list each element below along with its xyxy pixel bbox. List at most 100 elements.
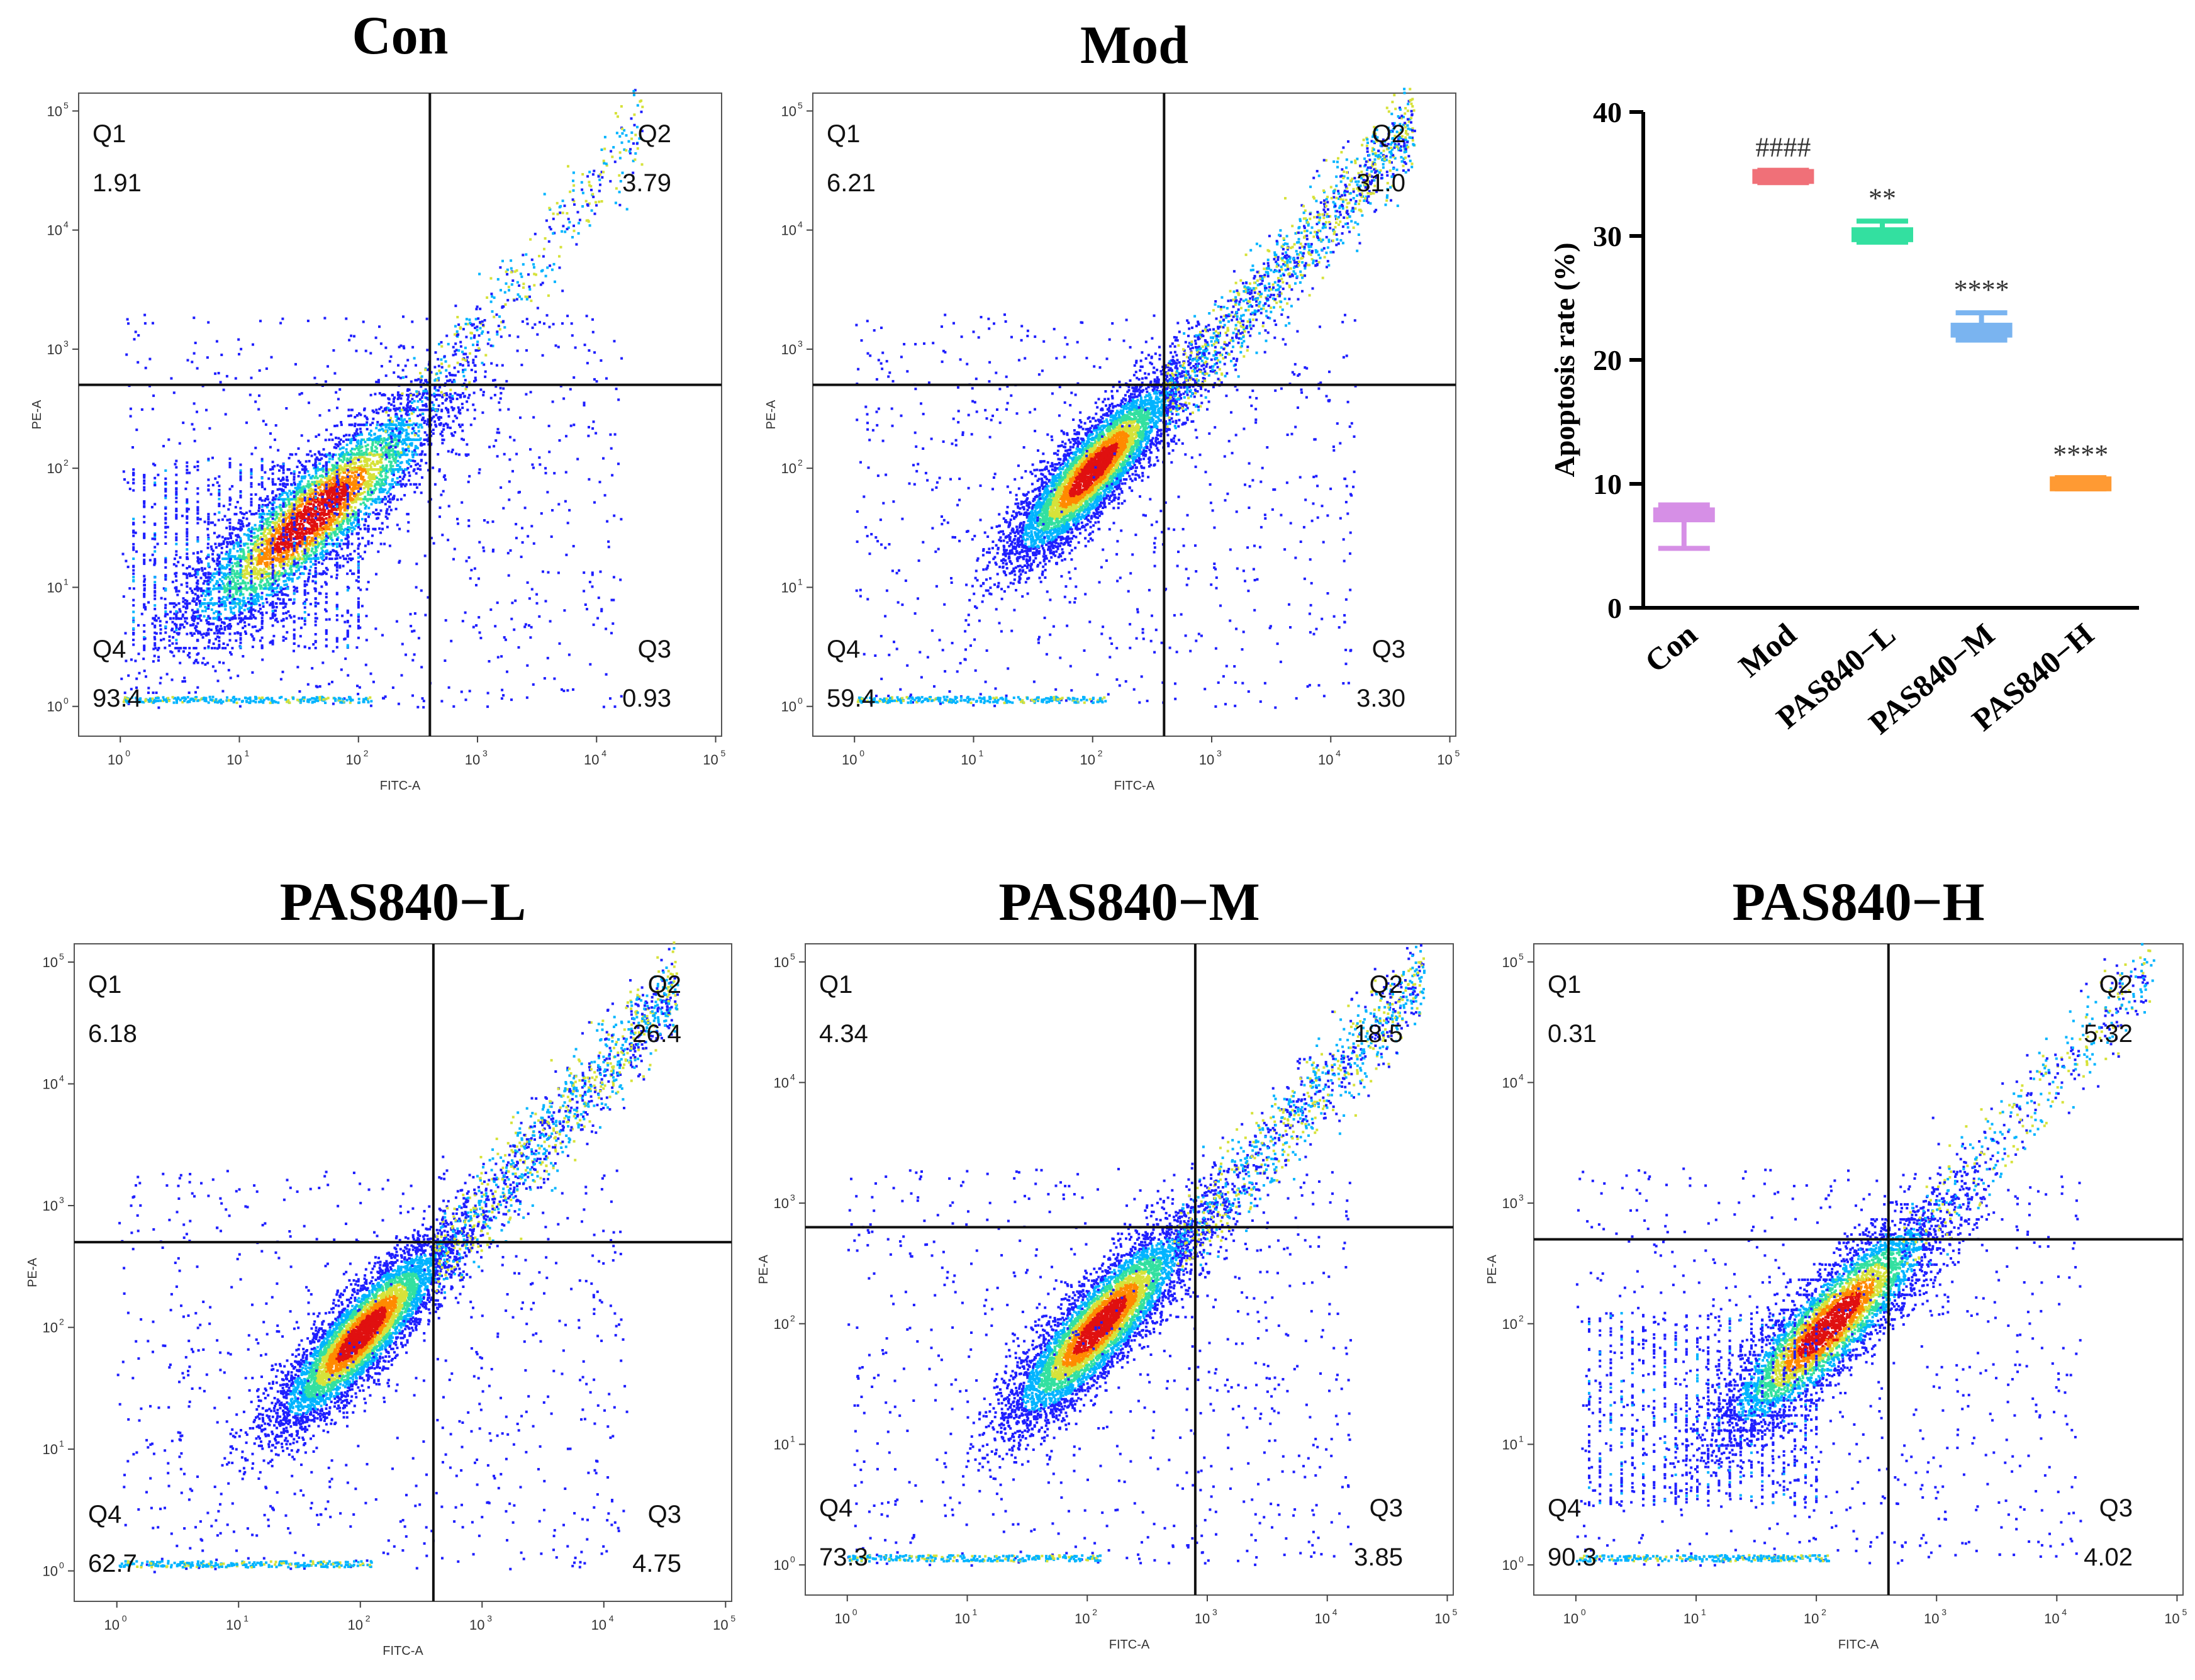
scatter-point	[315, 472, 318, 475]
scatter-point	[217, 614, 220, 617]
scatter-point	[265, 506, 269, 508]
scatter-point	[330, 533, 333, 536]
scatter-point	[373, 450, 376, 452]
scatter-point	[279, 551, 282, 554]
scatter-point	[371, 468, 374, 471]
scatter-point	[342, 501, 345, 505]
scatter-point	[257, 572, 260, 575]
scatter-point	[374, 475, 377, 478]
scatter-point	[211, 574, 214, 577]
scatter-point	[266, 513, 269, 516]
scatter-point	[289, 539, 293, 542]
scatter-point	[340, 539, 343, 542]
scatter-point	[233, 513, 237, 516]
scatter-point	[317, 503, 320, 507]
scatter-point	[340, 492, 343, 495]
scatter-point	[257, 600, 260, 602]
scatter-point	[414, 438, 417, 441]
scatter-point	[283, 561, 286, 564]
scatter-point	[211, 552, 214, 556]
scatter-point	[350, 513, 353, 516]
scatter-point	[424, 408, 427, 412]
scatter-point	[498, 408, 501, 412]
scatter-point	[168, 635, 171, 638]
scatter-point	[416, 415, 420, 417]
scatter-point	[441, 402, 444, 405]
scatter-point	[420, 491, 423, 495]
scatter-point	[320, 537, 323, 540]
scatter-point	[330, 510, 333, 513]
scatter-point	[291, 577, 294, 580]
scatter-point	[272, 483, 274, 486]
scatter-point	[200, 560, 203, 563]
scatter-point	[295, 570, 298, 573]
scatter-point	[199, 619, 203, 622]
scatter-point	[447, 411, 450, 414]
scatter-point	[350, 492, 354, 495]
scatter-point	[237, 598, 240, 601]
scatter-point	[311, 518, 314, 521]
scatter-point	[216, 535, 219, 539]
scatter-point	[386, 517, 389, 520]
scatter-point	[138, 671, 141, 675]
scatter-point	[343, 557, 346, 561]
scatter-point	[251, 600, 254, 603]
scatter-point	[318, 486, 321, 489]
scatter-point	[302, 572, 305, 575]
scatter-point	[366, 483, 369, 486]
scatter-point	[274, 518, 277, 521]
scatter-point	[412, 469, 415, 473]
scatter-point	[277, 517, 281, 520]
scatter-point	[175, 642, 178, 645]
scatter-point	[364, 527, 366, 530]
scatter-point	[220, 580, 223, 583]
scatter-point	[239, 507, 242, 510]
scatter-point	[254, 583, 257, 586]
scatter-point	[350, 471, 354, 474]
scatter-point	[474, 364, 477, 367]
scatter-point	[257, 509, 260, 512]
scatter-point	[363, 481, 366, 484]
scatter-point	[288, 490, 291, 493]
scatter-point	[338, 442, 342, 445]
scatter-point	[448, 372, 451, 374]
scatter-point	[389, 464, 392, 467]
scatter-point	[359, 430, 362, 434]
scatter-point	[236, 550, 239, 552]
scatter-point	[328, 488, 331, 491]
scatter-point	[289, 518, 292, 522]
scatter-point	[420, 459, 423, 462]
scatter-point	[275, 498, 277, 501]
scatter-point	[194, 629, 198, 632]
scatter-point	[474, 376, 477, 379]
scatter-point	[452, 379, 455, 382]
scatter-point	[328, 452, 331, 455]
scatter-point	[406, 401, 410, 404]
scatter-point	[379, 473, 382, 476]
scatter-point	[355, 430, 358, 433]
scatter-point	[221, 518, 224, 521]
scatter-point	[190, 574, 193, 577]
scatter-point	[438, 468, 441, 471]
scatter-point	[211, 521, 215, 524]
scatter-point	[327, 522, 330, 525]
scatter-point	[360, 453, 364, 456]
panel-title: Con	[352, 5, 449, 65]
scatter-point	[591, 318, 594, 321]
scatter-point	[301, 550, 304, 553]
scatter-point	[361, 537, 364, 540]
scatter-point	[449, 393, 452, 396]
scatter-point	[228, 578, 232, 581]
scatter-point	[366, 428, 369, 431]
scatter-point	[379, 542, 383, 546]
scatter-point	[284, 602, 288, 605]
scatter-point	[284, 498, 288, 501]
scatter-point	[385, 406, 388, 410]
scatter-point	[290, 554, 293, 556]
scatter-point	[266, 543, 269, 546]
scatter-point	[303, 554, 306, 557]
scatter-point	[367, 486, 370, 489]
scatter-point	[243, 608, 246, 612]
scatter-point	[354, 474, 357, 477]
scatter-point	[306, 556, 309, 558]
